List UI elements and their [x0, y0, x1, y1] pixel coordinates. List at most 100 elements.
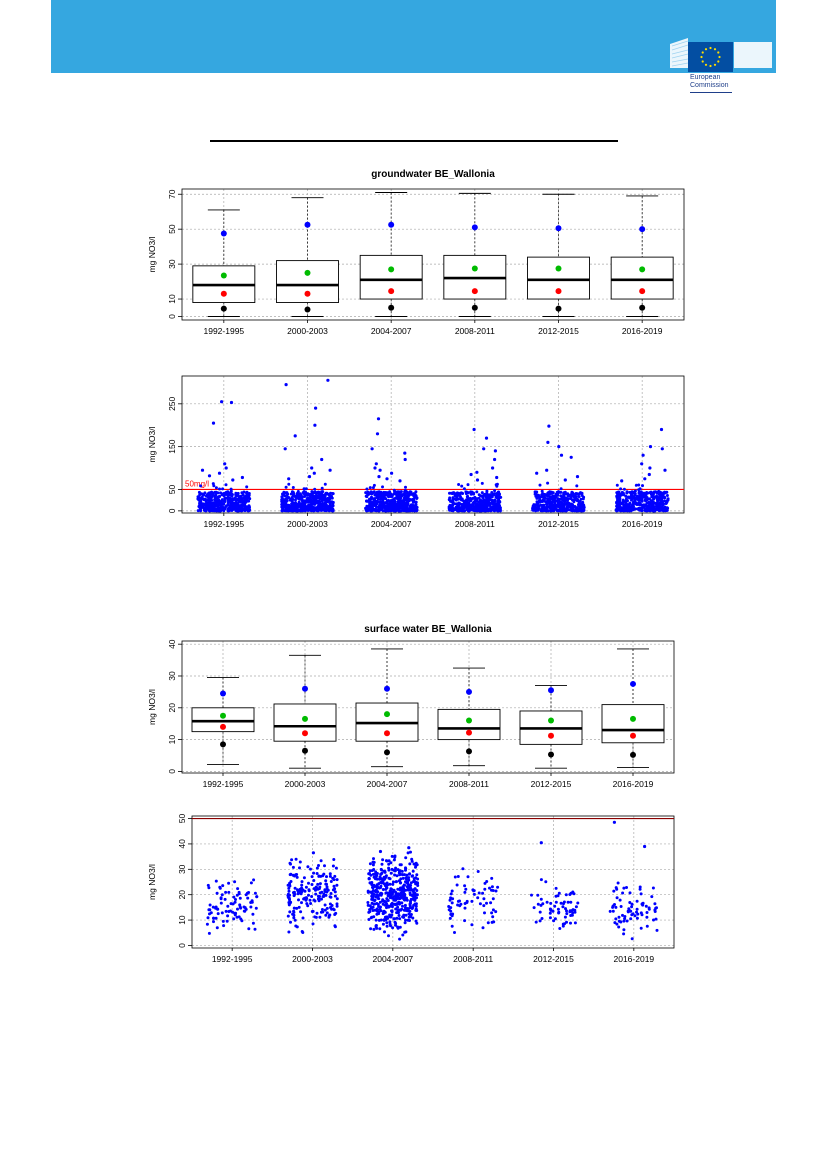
data-point [398, 917, 402, 921]
data-point [404, 508, 408, 512]
data-point [497, 496, 501, 500]
data-point [570, 490, 574, 494]
data-point [450, 914, 454, 918]
data-point [546, 497, 550, 501]
data-point [565, 912, 569, 916]
data-point [284, 485, 288, 489]
data-point [333, 894, 337, 898]
data-point [287, 886, 291, 890]
data-point [385, 902, 388, 906]
data-point [637, 483, 641, 487]
data-point [571, 908, 575, 912]
stat-point-mean [630, 715, 636, 722]
data-point [639, 492, 643, 496]
data-point [255, 895, 259, 899]
data-point [398, 937, 402, 941]
data-point [577, 495, 581, 499]
data-point [640, 913, 644, 917]
data-point [203, 509, 207, 513]
data-point [652, 918, 655, 922]
data-point [244, 500, 248, 504]
data-point [243, 508, 247, 511]
data-point [579, 508, 583, 512]
data-point [566, 494, 570, 498]
data-point [304, 885, 308, 889]
data-point [387, 934, 390, 938]
y-axis-label: mg NO3/l [147, 864, 157, 900]
data-point [284, 503, 288, 507]
data-point [214, 493, 218, 497]
y-tick-label: 50 [167, 484, 177, 494]
data-point [300, 890, 304, 894]
data-point [385, 881, 389, 885]
data-point [292, 894, 296, 898]
data-point [282, 490, 286, 494]
outlier-point [640, 462, 644, 466]
data-point [374, 918, 378, 922]
data-point [207, 502, 211, 506]
data-point [403, 489, 407, 492]
y-tick-label: 30 [167, 671, 177, 681]
x-tick-label: 2008-2011 [453, 954, 493, 964]
data-point [540, 489, 544, 493]
data-point [396, 911, 400, 915]
data-point [494, 910, 498, 914]
data-point [245, 485, 249, 489]
data-point [475, 497, 479, 501]
threshold-label: 50mg/l [185, 479, 209, 488]
data-point [396, 500, 400, 504]
data-point [212, 920, 215, 924]
data-point [371, 872, 375, 876]
data-point [448, 491, 451, 495]
data-point [379, 918, 383, 922]
data-point [574, 905, 578, 909]
data-point [318, 915, 322, 919]
data-point [368, 501, 372, 505]
data-point [639, 490, 643, 494]
y-axis-label: mg NO3/l [147, 236, 157, 272]
data-point [617, 925, 621, 929]
data-point [552, 919, 556, 923]
data-point [388, 920, 392, 924]
outlier-point [220, 400, 224, 404]
data-point [562, 900, 566, 904]
data-point [212, 916, 215, 920]
data-point [391, 880, 395, 884]
data-point [223, 897, 227, 901]
data-point [327, 499, 331, 503]
data-point [390, 502, 394, 506]
data-point [196, 509, 200, 513]
data-point [208, 908, 212, 912]
data-point [614, 905, 618, 909]
data-point [454, 494, 457, 498]
data-point [398, 872, 402, 876]
data-point [398, 869, 402, 873]
data-point [657, 509, 661, 513]
data-point [457, 483, 461, 486]
data-point [286, 895, 290, 899]
data-point [449, 892, 453, 896]
data-point [619, 920, 623, 924]
stat-point-p90 [302, 685, 308, 692]
data-point [374, 888, 378, 892]
data-point [493, 489, 497, 493]
data-point [332, 858, 336, 861]
data-point [311, 922, 315, 926]
stat-point-mean [220, 712, 226, 719]
outlier-point [491, 466, 495, 470]
data-point [324, 882, 328, 886]
data-point [317, 492, 321, 495]
data-point [292, 906, 296, 910]
data-point [226, 509, 230, 513]
data-point [243, 503, 247, 507]
data-point [556, 493, 560, 497]
data-point [312, 871, 316, 875]
data-point [335, 904, 339, 908]
data-point [217, 498, 221, 502]
data-point [401, 933, 405, 937]
data-point [251, 921, 255, 925]
data-point [385, 915, 389, 919]
outlier-point [648, 445, 653, 449]
box [191, 707, 255, 733]
flag-star-icon [718, 55, 721, 59]
